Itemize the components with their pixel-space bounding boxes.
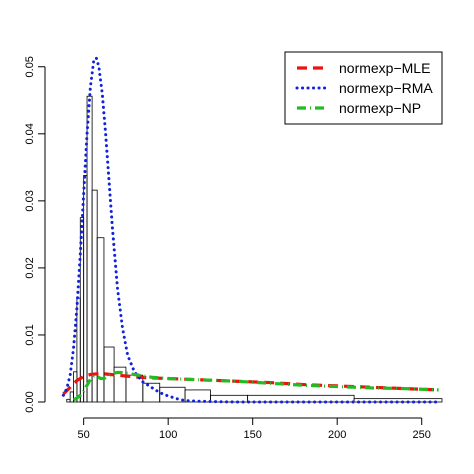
x-tick-label: 100	[159, 429, 177, 441]
density-curves	[61, 56, 441, 404]
series-line-3	[72, 370, 439, 402]
histogram-bar	[69, 391, 74, 403]
y-tick-label: 0.05	[24, 56, 36, 77]
histogram-bar	[66, 398, 71, 403]
legend-label-2: normexp−RMA	[339, 80, 433, 96]
histogram-bar	[142, 382, 161, 403]
y-tick-label: 0.04	[24, 123, 36, 144]
histogram	[66, 95, 443, 403]
legend-label-3: normexp−NP	[339, 100, 421, 116]
histogram-bar	[86, 95, 93, 403]
x-tick-label: 250	[413, 429, 431, 441]
histogram-bar	[247, 394, 355, 403]
y-axis-ticks: 0.00 0.01 0.02 0.03 0.04 0.05	[24, 56, 45, 413]
histogram-bar	[79, 217, 85, 403]
histogram-bar	[83, 174, 88, 403]
legend-entries: normexp−MLE normexp−RMA normexp−NP	[295, 60, 433, 116]
histogram-bar	[96, 237, 105, 403]
y-tick-label: 0.00	[24, 391, 36, 412]
x-axis-ticks: 50 100 150 200 250	[78, 418, 431, 441]
x-tick-label: 200	[328, 429, 346, 441]
series-line-2	[61, 56, 441, 404]
histogram-bar	[91, 189, 98, 403]
histogram-bar	[125, 374, 144, 403]
y-tick-label: 0.03	[24, 190, 36, 211]
x-tick-label: 150	[244, 429, 262, 441]
y-tick-label: 0.02	[24, 257, 36, 278]
legend-label-1: normexp−MLE	[339, 60, 430, 76]
x-tick-label: 50	[78, 429, 90, 441]
legend-box	[284, 51, 443, 125]
legend: normexp−MLE normexp−RMA normexp−NP	[284, 51, 443, 125]
series-line-1	[62, 372, 439, 396]
y-tick-label: 0.01	[24, 324, 36, 345]
